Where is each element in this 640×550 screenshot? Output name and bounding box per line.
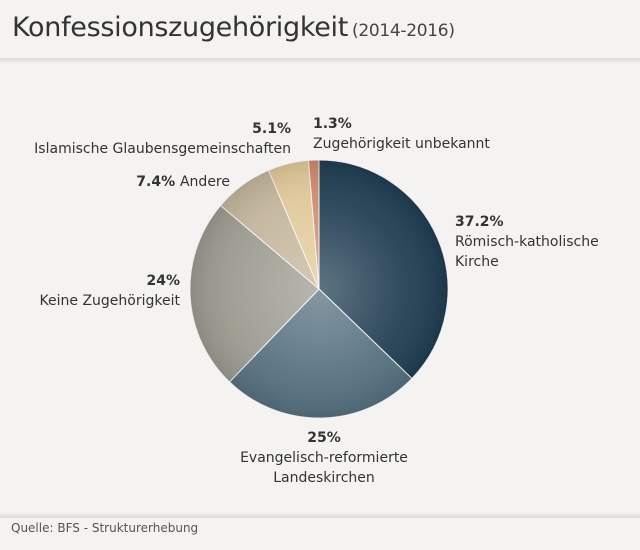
slice-name: Landeskirchen: [273, 470, 375, 486]
slice-label-6: 1.3% Zugehörigkeit unbekannt: [313, 116, 490, 152]
slice-name: Andere: [180, 174, 230, 190]
pie-slices: [189, 159, 449, 419]
slice-value: 1.3%: [313, 116, 352, 132]
title-text: Konfessionszugehörigkeit: [12, 12, 349, 43]
chart-subtitle: (2014-2016): [352, 21, 455, 41]
header: Konfessionszugehörigkeit (2014-2016): [0, 0, 640, 60]
slice-value: 25%: [307, 430, 341, 446]
slice-label-3: 24% Keine Zugehörigkeit: [40, 273, 181, 309]
header-divider: [0, 58, 640, 64]
slice-name: Islamische Glaubensgemeinschaften: [34, 141, 291, 157]
footer: [0, 518, 640, 550]
slice-value: 5.1%: [252, 121, 291, 137]
slice-label-2: 25% Evangelisch-reformierte Landeskirchen: [240, 430, 408, 486]
footer-divider: [0, 512, 640, 518]
pie-labels: 37.2% Römisch-katholische Kirche 25% Evangel…: [34, 116, 599, 486]
slice-value: 24%: [146, 273, 180, 289]
slice-name: Keine Zugehörigkeit: [40, 293, 181, 309]
source-note: Quelle: BFS - Strukturerhebung: [11, 521, 199, 535]
slice-value: 37.2%: [455, 214, 504, 230]
slice-label-4: 7.4% Andere: [136, 174, 230, 190]
slice-label-5: 5.1% Islamische Glaubensgemeinschaften: [34, 121, 291, 157]
slice-name: Evangelisch-reformierte: [240, 450, 408, 466]
slice-name: Zugehörigkeit unbekannt: [313, 136, 490, 152]
slice-name: Kirche: [455, 254, 499, 270]
slice-label-1: 37.2% Römisch-katholische Kirche: [455, 214, 599, 270]
slice-value: 7.4%: [136, 174, 180, 190]
slice-name: Römisch-katholische: [455, 234, 599, 250]
chart-title: Konfessionszugehörigkeit (2014-2016): [12, 12, 455, 43]
